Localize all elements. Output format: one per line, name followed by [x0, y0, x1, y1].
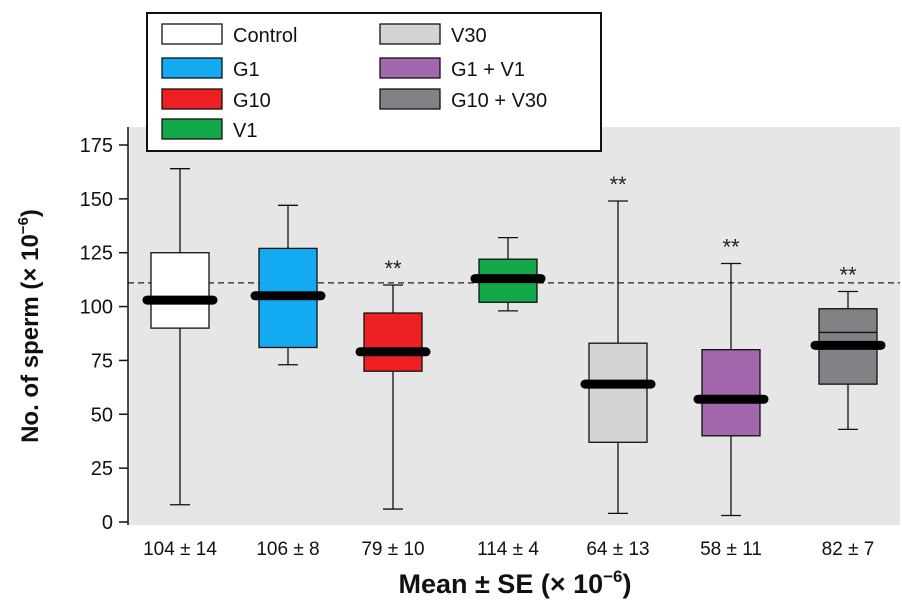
legend-label: G1 + V1	[451, 59, 525, 81]
legend-swatch	[161, 57, 223, 79]
box-iqr	[150, 252, 210, 329]
box-control	[142, 168, 218, 506]
plot-background	[128, 127, 900, 525]
x-category-label: 79 ± 10	[361, 539, 424, 560]
y-tick-label: 25	[91, 458, 113, 480]
significance-mark: **	[722, 234, 740, 259]
legend-label: V1	[233, 120, 257, 142]
x-axis-title-close: )	[623, 569, 632, 599]
box-v30: **	[580, 172, 656, 515]
x-category-label: 82 ± 7	[822, 539, 875, 560]
legend-swatch	[161, 23, 223, 45]
y-tick-label: 0	[102, 512, 113, 534]
legend-label: G10 + V30	[451, 90, 547, 112]
y-tick-label: 175	[80, 135, 113, 157]
legend-label: G10	[233, 90, 271, 112]
x-category-label: 106 ± 8	[256, 539, 319, 560]
box-g10-v30: **	[810, 262, 886, 431]
legend-swatch	[379, 57, 441, 79]
box-iqr	[588, 342, 648, 443]
box-g10: **	[355, 256, 431, 510]
y-axis-title: No. of sperm (× 10−6)	[15, 209, 44, 443]
x-axis-title: Mean ± SE (× 10−6)	[398, 567, 631, 599]
x-category-label: 104 ± 14	[143, 539, 217, 560]
legend-swatch	[161, 88, 223, 110]
x-category-label: 64 ± 13	[586, 539, 649, 560]
box-iqr	[363, 312, 423, 372]
significance-mark: **	[384, 256, 402, 281]
box-g1-v1: **	[693, 234, 769, 517]
box-v1	[470, 236, 546, 312]
y-tick-label: 50	[91, 404, 113, 426]
y-tick-label: 150	[80, 189, 113, 211]
legend-label: G1	[233, 59, 260, 81]
legend-label: V30	[451, 25, 487, 47]
y-axis-title-close: )	[17, 209, 44, 217]
legend-frame	[146, 12, 602, 152]
y-tick-label: 125	[80, 243, 113, 265]
legend: Control G1 G10 V1 V30 G1 + V1 G10 + V30	[146, 12, 602, 152]
y-axis-title-main: No. of sperm (× 10	[17, 234, 44, 443]
box-iqr	[701, 349, 761, 437]
x-axis-title-main: Mean ± SE (× 10	[398, 569, 603, 599]
y-tick-label: 100	[80, 297, 113, 319]
y-axis-title-exp: −6	[15, 217, 32, 234]
significance-mark: **	[839, 262, 857, 287]
x-axis-title-exp: −6	[603, 567, 622, 586]
legend-swatch	[379, 88, 441, 110]
y-tick-label: 75	[91, 350, 113, 372]
box-g1	[250, 204, 326, 366]
legend-swatch	[161, 118, 223, 140]
legend-label: Control	[233, 25, 297, 47]
legend-swatch	[379, 23, 441, 45]
x-category-label: 58 ± 11	[700, 539, 762, 560]
x-category-label: 114 ± 4	[477, 539, 539, 560]
significance-mark: **	[609, 172, 627, 197]
